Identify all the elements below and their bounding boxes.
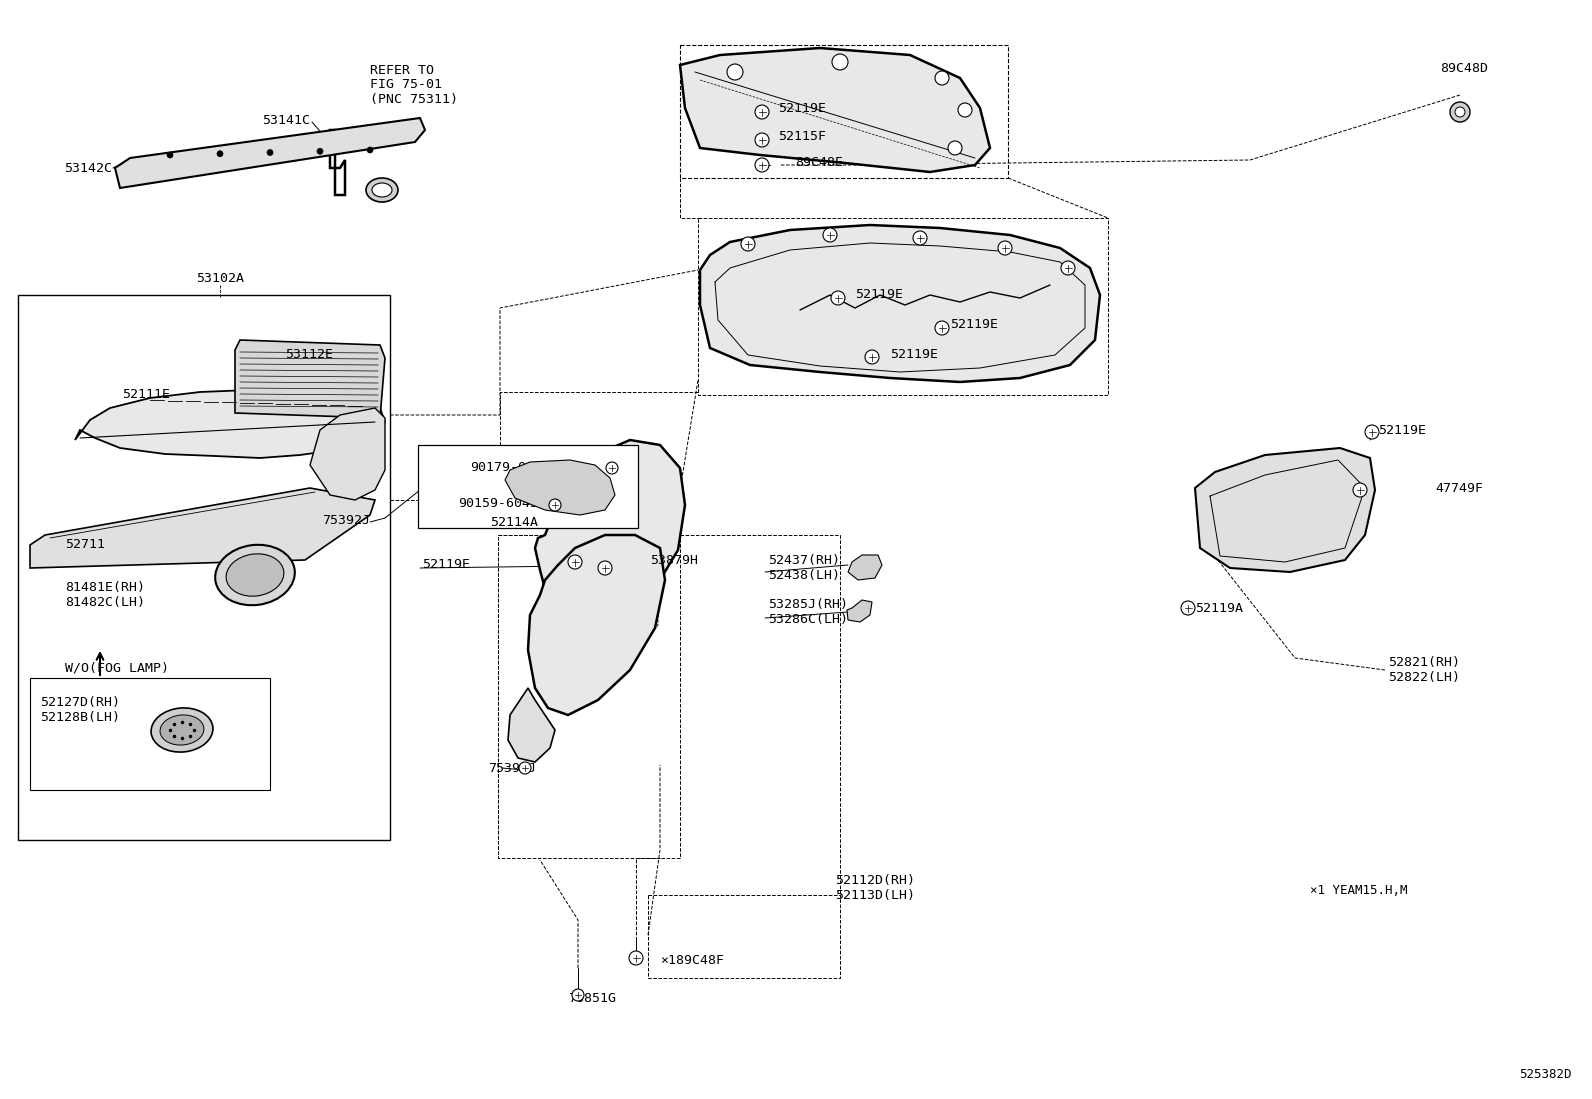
Circle shape — [1450, 102, 1469, 122]
Circle shape — [629, 951, 643, 965]
Circle shape — [831, 291, 845, 306]
Ellipse shape — [366, 178, 398, 202]
Polygon shape — [529, 535, 665, 715]
Text: ×189C48F: ×189C48F — [661, 954, 724, 966]
Circle shape — [935, 321, 949, 335]
Circle shape — [755, 158, 769, 173]
Text: 90159-60431(2): 90159-60431(2) — [458, 497, 570, 510]
Text: 75392J: 75392J — [322, 513, 369, 526]
Text: 52821(RH)
52822(LH): 52821(RH) 52822(LH) — [1388, 656, 1460, 684]
Text: 53112E: 53112E — [285, 348, 333, 362]
Circle shape — [368, 147, 373, 153]
Text: 52437(RH)
52438(LH): 52437(RH) 52438(LH) — [767, 554, 841, 582]
Text: 47749F: 47749F — [1434, 481, 1484, 495]
Circle shape — [728, 64, 743, 80]
Circle shape — [217, 151, 223, 157]
Polygon shape — [535, 440, 685, 618]
Text: 81481E(RH)
81482C(LH): 81481E(RH) 81482C(LH) — [65, 581, 145, 609]
Text: 52111E: 52111E — [123, 389, 170, 401]
Polygon shape — [30, 488, 376, 568]
Circle shape — [519, 762, 532, 774]
Polygon shape — [310, 408, 385, 500]
Circle shape — [549, 499, 560, 511]
Text: 52114A: 52114A — [490, 515, 538, 529]
Text: 52119E: 52119E — [890, 348, 938, 362]
Text: 52119E: 52119E — [855, 289, 903, 301]
Circle shape — [167, 152, 174, 158]
Circle shape — [947, 141, 962, 155]
Text: 53285J(RH)
53286C(LH): 53285J(RH) 53286C(LH) — [767, 598, 849, 626]
Text: 53142C: 53142C — [64, 162, 111, 175]
Circle shape — [1353, 482, 1368, 497]
Circle shape — [317, 148, 323, 154]
Polygon shape — [508, 688, 556, 762]
Polygon shape — [680, 48, 990, 173]
Polygon shape — [75, 390, 385, 458]
Polygon shape — [847, 600, 872, 622]
Circle shape — [607, 462, 618, 474]
Circle shape — [935, 71, 949, 85]
FancyBboxPatch shape — [419, 445, 638, 528]
Text: 53102A: 53102A — [196, 271, 244, 285]
Text: 52112D(RH)
52113D(LH): 52112D(RH) 52113D(LH) — [834, 874, 915, 902]
Text: 52127D(RH)
52128B(LH): 52127D(RH) 52128B(LH) — [40, 696, 119, 724]
Text: 52119E: 52119E — [778, 101, 826, 114]
Circle shape — [998, 241, 1013, 255]
Text: 52119E: 52119E — [422, 557, 470, 570]
Circle shape — [833, 54, 849, 70]
Text: 52119E: 52119E — [1379, 423, 1426, 436]
Ellipse shape — [373, 184, 392, 197]
Polygon shape — [1196, 448, 1375, 571]
Text: 89C48D: 89C48D — [1441, 62, 1489, 75]
Polygon shape — [236, 340, 385, 418]
Polygon shape — [849, 555, 882, 580]
Text: REFER TO
FIG 75-01
(PNC 75311): REFER TO FIG 75-01 (PNC 75311) — [369, 64, 458, 107]
Circle shape — [1060, 260, 1075, 275]
Text: 89C48E: 89C48E — [794, 155, 844, 168]
Ellipse shape — [161, 715, 204, 745]
Circle shape — [1455, 107, 1465, 116]
Text: 75392J: 75392J — [489, 762, 537, 775]
Polygon shape — [330, 130, 345, 195]
Text: 525382D: 525382D — [1519, 1068, 1571, 1081]
Polygon shape — [115, 118, 425, 188]
Circle shape — [267, 149, 272, 155]
Circle shape — [1364, 425, 1379, 439]
Circle shape — [755, 106, 769, 119]
Text: 52115F: 52115F — [778, 130, 826, 143]
Circle shape — [572, 989, 584, 1001]
Text: ×1 YEAM15.H,M: ×1 YEAM15.H,M — [1310, 884, 1407, 897]
Circle shape — [755, 133, 769, 147]
Text: 52119E: 52119E — [950, 319, 998, 332]
Text: 52711: 52711 — [65, 539, 105, 552]
Circle shape — [1181, 601, 1196, 615]
Ellipse shape — [151, 708, 213, 752]
Text: 53141C: 53141C — [263, 113, 310, 126]
Text: 90179-06127(2): 90179-06127(2) — [470, 462, 583, 475]
Text: W/O(FOG LAMP): W/O(FOG LAMP) — [65, 662, 169, 675]
Circle shape — [823, 227, 837, 242]
Ellipse shape — [226, 554, 283, 596]
Polygon shape — [505, 460, 615, 515]
FancyBboxPatch shape — [30, 678, 271, 790]
Text: 53879H: 53879H — [650, 554, 697, 566]
FancyBboxPatch shape — [18, 295, 390, 840]
Circle shape — [740, 237, 755, 251]
Circle shape — [958, 103, 973, 116]
Polygon shape — [700, 225, 1100, 382]
Circle shape — [568, 555, 583, 569]
Circle shape — [864, 349, 879, 364]
Circle shape — [599, 560, 611, 575]
Circle shape — [912, 231, 927, 245]
Ellipse shape — [215, 545, 295, 606]
Text: 52119A: 52119A — [1196, 601, 1243, 614]
Text: 76851G: 76851G — [568, 991, 616, 1004]
